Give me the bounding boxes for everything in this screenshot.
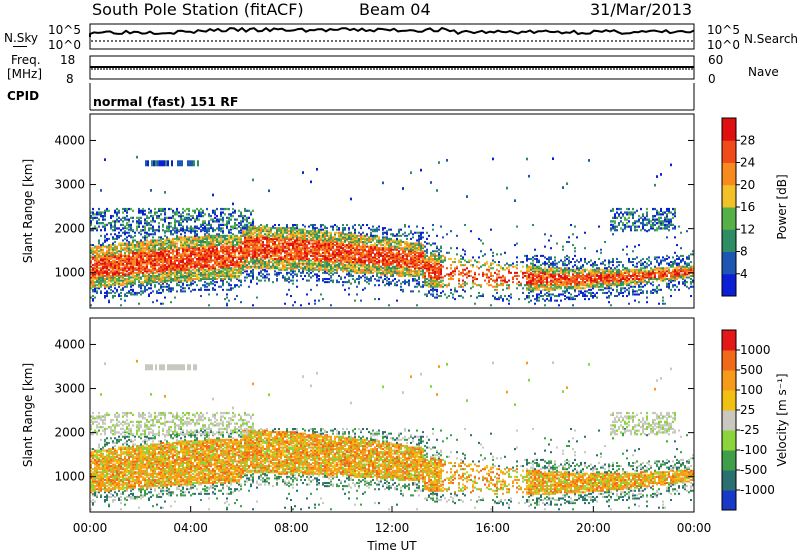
nave-tick-hi: 60 bbox=[708, 53, 724, 67]
y-tick-label: 4000 bbox=[54, 133, 85, 147]
colorbar-tick-label: 25 bbox=[740, 403, 755, 417]
colorbar-tick-label: 20 bbox=[740, 178, 755, 192]
velocity-colorbar-segment bbox=[722, 410, 736, 431]
x-tick-label: 04:00 bbox=[173, 521, 208, 535]
colorbar-tick-label: 4 bbox=[740, 267, 748, 281]
colorbar-tick-label: -100 bbox=[740, 443, 767, 457]
search-noise-dots bbox=[91, 40, 693, 42]
search-tick-lo: 10^0 bbox=[707, 38, 740, 52]
power-panel-frame bbox=[89, 113, 695, 309]
y-tick-label: 2000 bbox=[54, 426, 85, 440]
velocity-colorbar-segment bbox=[722, 350, 736, 371]
y-tick-label: 2000 bbox=[54, 222, 85, 236]
velocity-colorbar-segment bbox=[722, 470, 736, 491]
date-label: 31/Mar/2013 bbox=[590, 0, 693, 19]
colorbar-tick-label: 28 bbox=[740, 133, 755, 147]
colorbar-tick-label: 1000 bbox=[740, 343, 771, 357]
power-colorbar-segment bbox=[722, 184, 736, 208]
x-tick-label: 00:00 bbox=[73, 521, 108, 535]
power-colorbar-label: Power [dB] bbox=[775, 174, 789, 239]
velocity-colorbar-segment bbox=[722, 490, 736, 511]
colorbar-tick-label: -25 bbox=[740, 423, 760, 437]
x-tick-label: 12:00 bbox=[375, 521, 410, 535]
power-colorbar-segment bbox=[722, 207, 736, 230]
freq-tick-hi: 18 bbox=[60, 53, 76, 67]
power-colorbar-segment bbox=[722, 118, 736, 141]
colorbar-tick-label: 12 bbox=[740, 222, 755, 236]
sky-noise-trace bbox=[89, 26, 695, 37]
sky-tick-lo: 10^0 bbox=[48, 38, 81, 52]
x-tick-label: 16:00 bbox=[475, 521, 510, 535]
power-colorbar-segment bbox=[722, 162, 736, 186]
nave-label: Nave bbox=[748, 65, 779, 79]
power-colorbar-segment bbox=[722, 140, 736, 163]
x-axis-label: Time UT bbox=[366, 539, 417, 553]
y-tick-label: 1000 bbox=[54, 470, 85, 484]
colorbar-tick-label: 24 bbox=[740, 156, 755, 170]
y-tick-label: 4000 bbox=[54, 337, 85, 351]
freq-label: Freq. bbox=[11, 53, 41, 67]
y-axis-label: Slant Range [km] bbox=[21, 159, 35, 263]
colorbar-tick-label: -500 bbox=[740, 463, 767, 477]
mode-label: normal (fast) 151 RF bbox=[93, 94, 239, 109]
velocity-colorbar-segment bbox=[722, 430, 736, 451]
velocity-colorbar-segment bbox=[722, 390, 736, 411]
velocity-colorbar-frame bbox=[721, 329, 737, 511]
velocity-colorbar-segment bbox=[722, 330, 736, 351]
y-tick-label: 3000 bbox=[54, 382, 85, 396]
x-tick-label: 00:00 bbox=[677, 521, 712, 535]
velocity-colorbar-segment bbox=[722, 450, 736, 471]
x-tick-label: 20:00 bbox=[576, 521, 611, 535]
y-tick-label: 3000 bbox=[54, 178, 85, 192]
station-title: South Pole Station (fitACF) bbox=[92, 0, 304, 19]
y-tick-label: 1000 bbox=[54, 266, 85, 280]
colorbar-tick-label: 500 bbox=[740, 363, 763, 377]
power-colorbar-segment bbox=[722, 251, 736, 275]
nsky-label: N.Sky bbox=[4, 31, 39, 45]
y-axis-label: Slant Range [km] bbox=[21, 363, 35, 467]
nsky-underline bbox=[13, 46, 27, 47]
colorbar-tick-label: 8 bbox=[740, 245, 748, 259]
sky-tick-hi: 10^5 bbox=[48, 23, 81, 37]
velocity-heatmap bbox=[90, 359, 694, 511]
nave-tick-lo: 0 bbox=[708, 72, 716, 86]
colorbar-tick-label: -1000 bbox=[740, 483, 775, 497]
search-tick-hi: 10^5 bbox=[707, 23, 740, 37]
freq-tick-lo: 8 bbox=[66, 72, 74, 86]
velocity-colorbar-label: Velocity [m s⁻¹] bbox=[775, 373, 789, 466]
power-heatmap bbox=[90, 155, 694, 307]
cpid-label: CPID bbox=[7, 89, 40, 103]
sky-strip-frame bbox=[89, 23, 695, 50]
colorbar-tick-label: 16 bbox=[740, 200, 755, 214]
power-colorbar-segment bbox=[722, 273, 736, 297]
beam-label: Beam 04 bbox=[359, 0, 431, 19]
velocity-colorbar-segment bbox=[722, 370, 736, 391]
nave-dots bbox=[91, 68, 693, 70]
freq-unit-label: [MHz] bbox=[7, 67, 43, 81]
nsearch-label: N.Search bbox=[744, 32, 799, 46]
colorbar-tick-label: 100 bbox=[740, 383, 763, 397]
x-tick-label: 08:00 bbox=[274, 521, 309, 535]
power-colorbar-segment bbox=[722, 229, 736, 252]
